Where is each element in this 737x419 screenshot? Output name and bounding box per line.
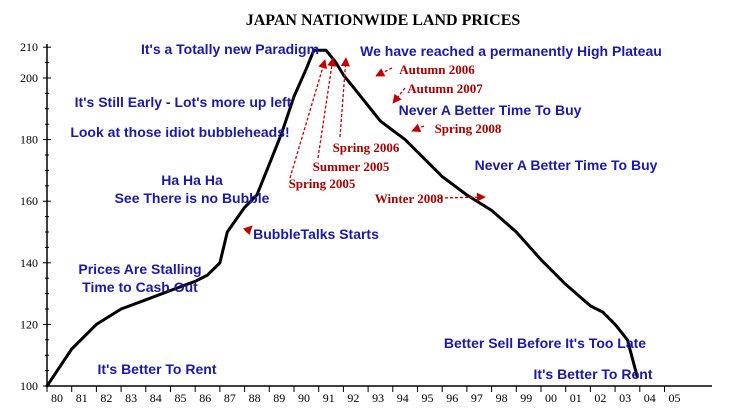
x-tick-label: 85 <box>175 391 187 405</box>
y-tick-label: 180 <box>20 133 38 147</box>
x-tick-label: 86 <box>199 391 211 405</box>
annotation-arrow <box>392 87 406 104</box>
sentiment-annotation: Never A Better Time To Buy <box>399 102 582 118</box>
sentiment-annotation: It's Better To Rent <box>98 361 217 377</box>
y-tick-label: 210 <box>20 40 38 54</box>
y-tick-label: 100 <box>20 379 38 393</box>
sentiment-annotation: BubbleTalks Starts <box>253 226 379 242</box>
date-annotation: Winter 2008 <box>375 191 444 206</box>
sentiment-annotation: Never A Better Time To Buy <box>475 157 658 173</box>
x-tick-label: 80 <box>51 391 63 405</box>
sentiment-annotation: It's Still Early - Lot's more up left <box>75 94 292 110</box>
y-tick-label: 160 <box>20 194 38 208</box>
x-tick-label: 98 <box>496 391 508 405</box>
date-annotation: Summer 2005 <box>313 159 390 174</box>
y-tick-label: 120 <box>20 317 38 331</box>
sentiment-annotation: We have reached a permanently High Plate… <box>360 43 662 59</box>
x-tick-label: 93 <box>372 391 384 405</box>
annotations: It's a Totally new Paradigm We have reach… <box>70 41 661 382</box>
sentiment-annotation: Look at those idiot bubbleheads! <box>70 124 289 140</box>
annotation-arrow <box>339 57 350 138</box>
x-tick-label: 87 <box>224 391 236 405</box>
x-tick-label: 03 <box>619 391 631 405</box>
annotation-arrow <box>317 57 337 159</box>
date-annotation: Spring 2005 <box>289 176 356 191</box>
sentiment-annotation: See There is no Bubble <box>115 190 270 206</box>
date-annotation: Spring 2006 <box>333 140 400 155</box>
x-tick-label: 81 <box>76 391 88 405</box>
x-tick-label: 94 <box>397 391 409 405</box>
x-tick-label: 04 <box>644 391 656 405</box>
sentiment-annotation: Better Sell Before It's Too Late <box>444 335 646 351</box>
x-tick-label: 82 <box>100 391 112 405</box>
date-annotation: Autumn 2006 <box>399 62 475 77</box>
annotation-arrow <box>375 67 393 77</box>
x-tick-label: 91 <box>323 391 335 405</box>
sentiment-annotation: Time to Cash Out <box>82 279 198 295</box>
x-tick-label: 05 <box>669 391 681 405</box>
x-tick-label: 92 <box>347 391 359 405</box>
x-tick-label: 88 <box>249 391 261 405</box>
x-tick-label: 99 <box>520 391 532 405</box>
annotation-pointers <box>242 57 486 236</box>
annotation-arrow <box>439 192 486 202</box>
x-tick-label: 89 <box>273 391 285 405</box>
sentiment-annotation: It's a Totally new Paradigm <box>141 41 319 57</box>
annotation-arrow <box>289 59 328 179</box>
x-tick-label: 02 <box>594 391 606 405</box>
y-tick-label: 140 <box>20 256 38 270</box>
x-tick-label: 01 <box>570 391 582 405</box>
x-tick-label: 84 <box>150 391 162 405</box>
sentiment-annotation: Prices Are Stalling <box>78 261 201 277</box>
annotation-arrow <box>411 123 425 133</box>
chart-title: JAPAN NATIONWIDE LAND PRICES <box>246 12 521 29</box>
x-tick-label: 95 <box>422 391 434 405</box>
x-tick-label: 97 <box>471 391 483 405</box>
axes: 100 120 140 160 180 200 210 80 81 82 83 84 85 86 87 88 8… <box>20 40 712 405</box>
annotation-arrow <box>242 225 253 236</box>
x-tick-label: 90 <box>298 391 310 405</box>
sentiment-annotation: Ha Ha Ha <box>161 172 223 188</box>
sentiment-annotation: It's Better To Rent <box>534 366 653 382</box>
x-tick-label: 00 <box>545 391 557 405</box>
x-tick-label: 83 <box>125 391 137 405</box>
date-annotation: Spring 2008 <box>435 121 502 136</box>
date-annotation: Autumn 2007 <box>407 81 483 96</box>
y-tick-label: 200 <box>20 71 38 85</box>
x-tick-label: 96 <box>446 391 458 405</box>
